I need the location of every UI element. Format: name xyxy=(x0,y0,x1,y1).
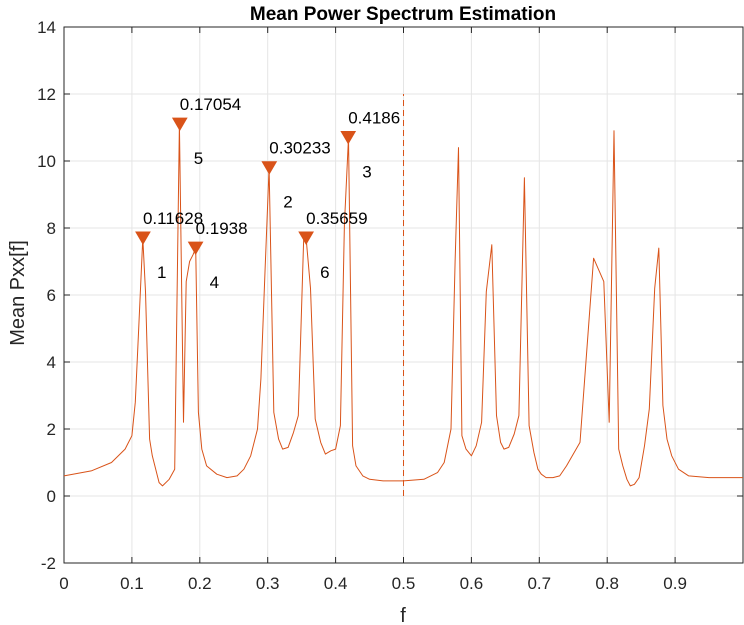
x-tick-label: 0.1 xyxy=(120,574,144,593)
peak-value-label: 0.30233 xyxy=(269,139,330,158)
x-tick-label: 0.6 xyxy=(460,574,484,593)
series-line xyxy=(63,123,743,487)
x-tick-label: 0 xyxy=(59,574,68,593)
peak-marker xyxy=(171,117,188,132)
peak-marker xyxy=(298,231,314,246)
x-tick-label: 0.3 xyxy=(256,574,280,593)
y-tick-label: -2 xyxy=(41,554,56,573)
y-tick-label: 12 xyxy=(37,85,56,104)
peak-value-label: 0.35659 xyxy=(306,209,367,228)
peak-value-label: 0.1938 xyxy=(196,219,248,238)
x-tick-label: 0.2 xyxy=(188,574,212,593)
peak-index-label: 6 xyxy=(320,263,329,282)
peak-value-label: 0.17054 xyxy=(180,95,241,114)
x-tick-label: 0.7 xyxy=(527,574,551,593)
peak-value-label: 0.4186 xyxy=(348,109,400,128)
peak-value-label: 0.11628 xyxy=(143,209,203,228)
x-tick-label: 0.8 xyxy=(595,574,619,593)
chart-title: Mean Power Spectrum Estimation xyxy=(250,4,556,25)
x-axis-label: f xyxy=(400,605,406,625)
y-tick-label: 2 xyxy=(47,420,56,439)
y-tick-label: 4 xyxy=(47,353,56,372)
y-tick-label: 8 xyxy=(47,219,56,238)
peak-marker xyxy=(135,231,151,246)
peak-index-label: 4 xyxy=(210,273,219,292)
peak-marker xyxy=(340,131,357,145)
axes: 0 0.1 0.2 0.3 0.4 0.5 0.6 0.7 0.8 0.9-20246810121… xyxy=(37,18,744,593)
y-tick-label: 0 xyxy=(47,487,56,506)
x-tick-label: 0.4 xyxy=(324,574,348,593)
y-tick-label: 10 xyxy=(37,152,56,171)
y-tick-label: 6 xyxy=(47,286,56,305)
peak-index-label: 2 xyxy=(283,193,292,212)
y-tick-label: 14 xyxy=(37,18,56,37)
peak-marker xyxy=(187,241,204,256)
peak-markers: 0.11628 1 0.30233 2 0.4186 3 0.1938 4 0.17054 5 0.… xyxy=(135,95,400,292)
series-layer xyxy=(63,94,743,496)
plot-frame xyxy=(63,26,744,564)
peak-index-label: 1 xyxy=(157,263,166,282)
peak-index-label: 5 xyxy=(194,149,203,168)
y-axis-label: Mean Pxx[f] xyxy=(7,240,29,346)
peak-index-label: 3 xyxy=(362,163,371,182)
peak-marker xyxy=(261,161,278,175)
x-tick-label: 0.5 xyxy=(392,574,416,593)
x-tick-label: 0.9 xyxy=(663,574,687,593)
